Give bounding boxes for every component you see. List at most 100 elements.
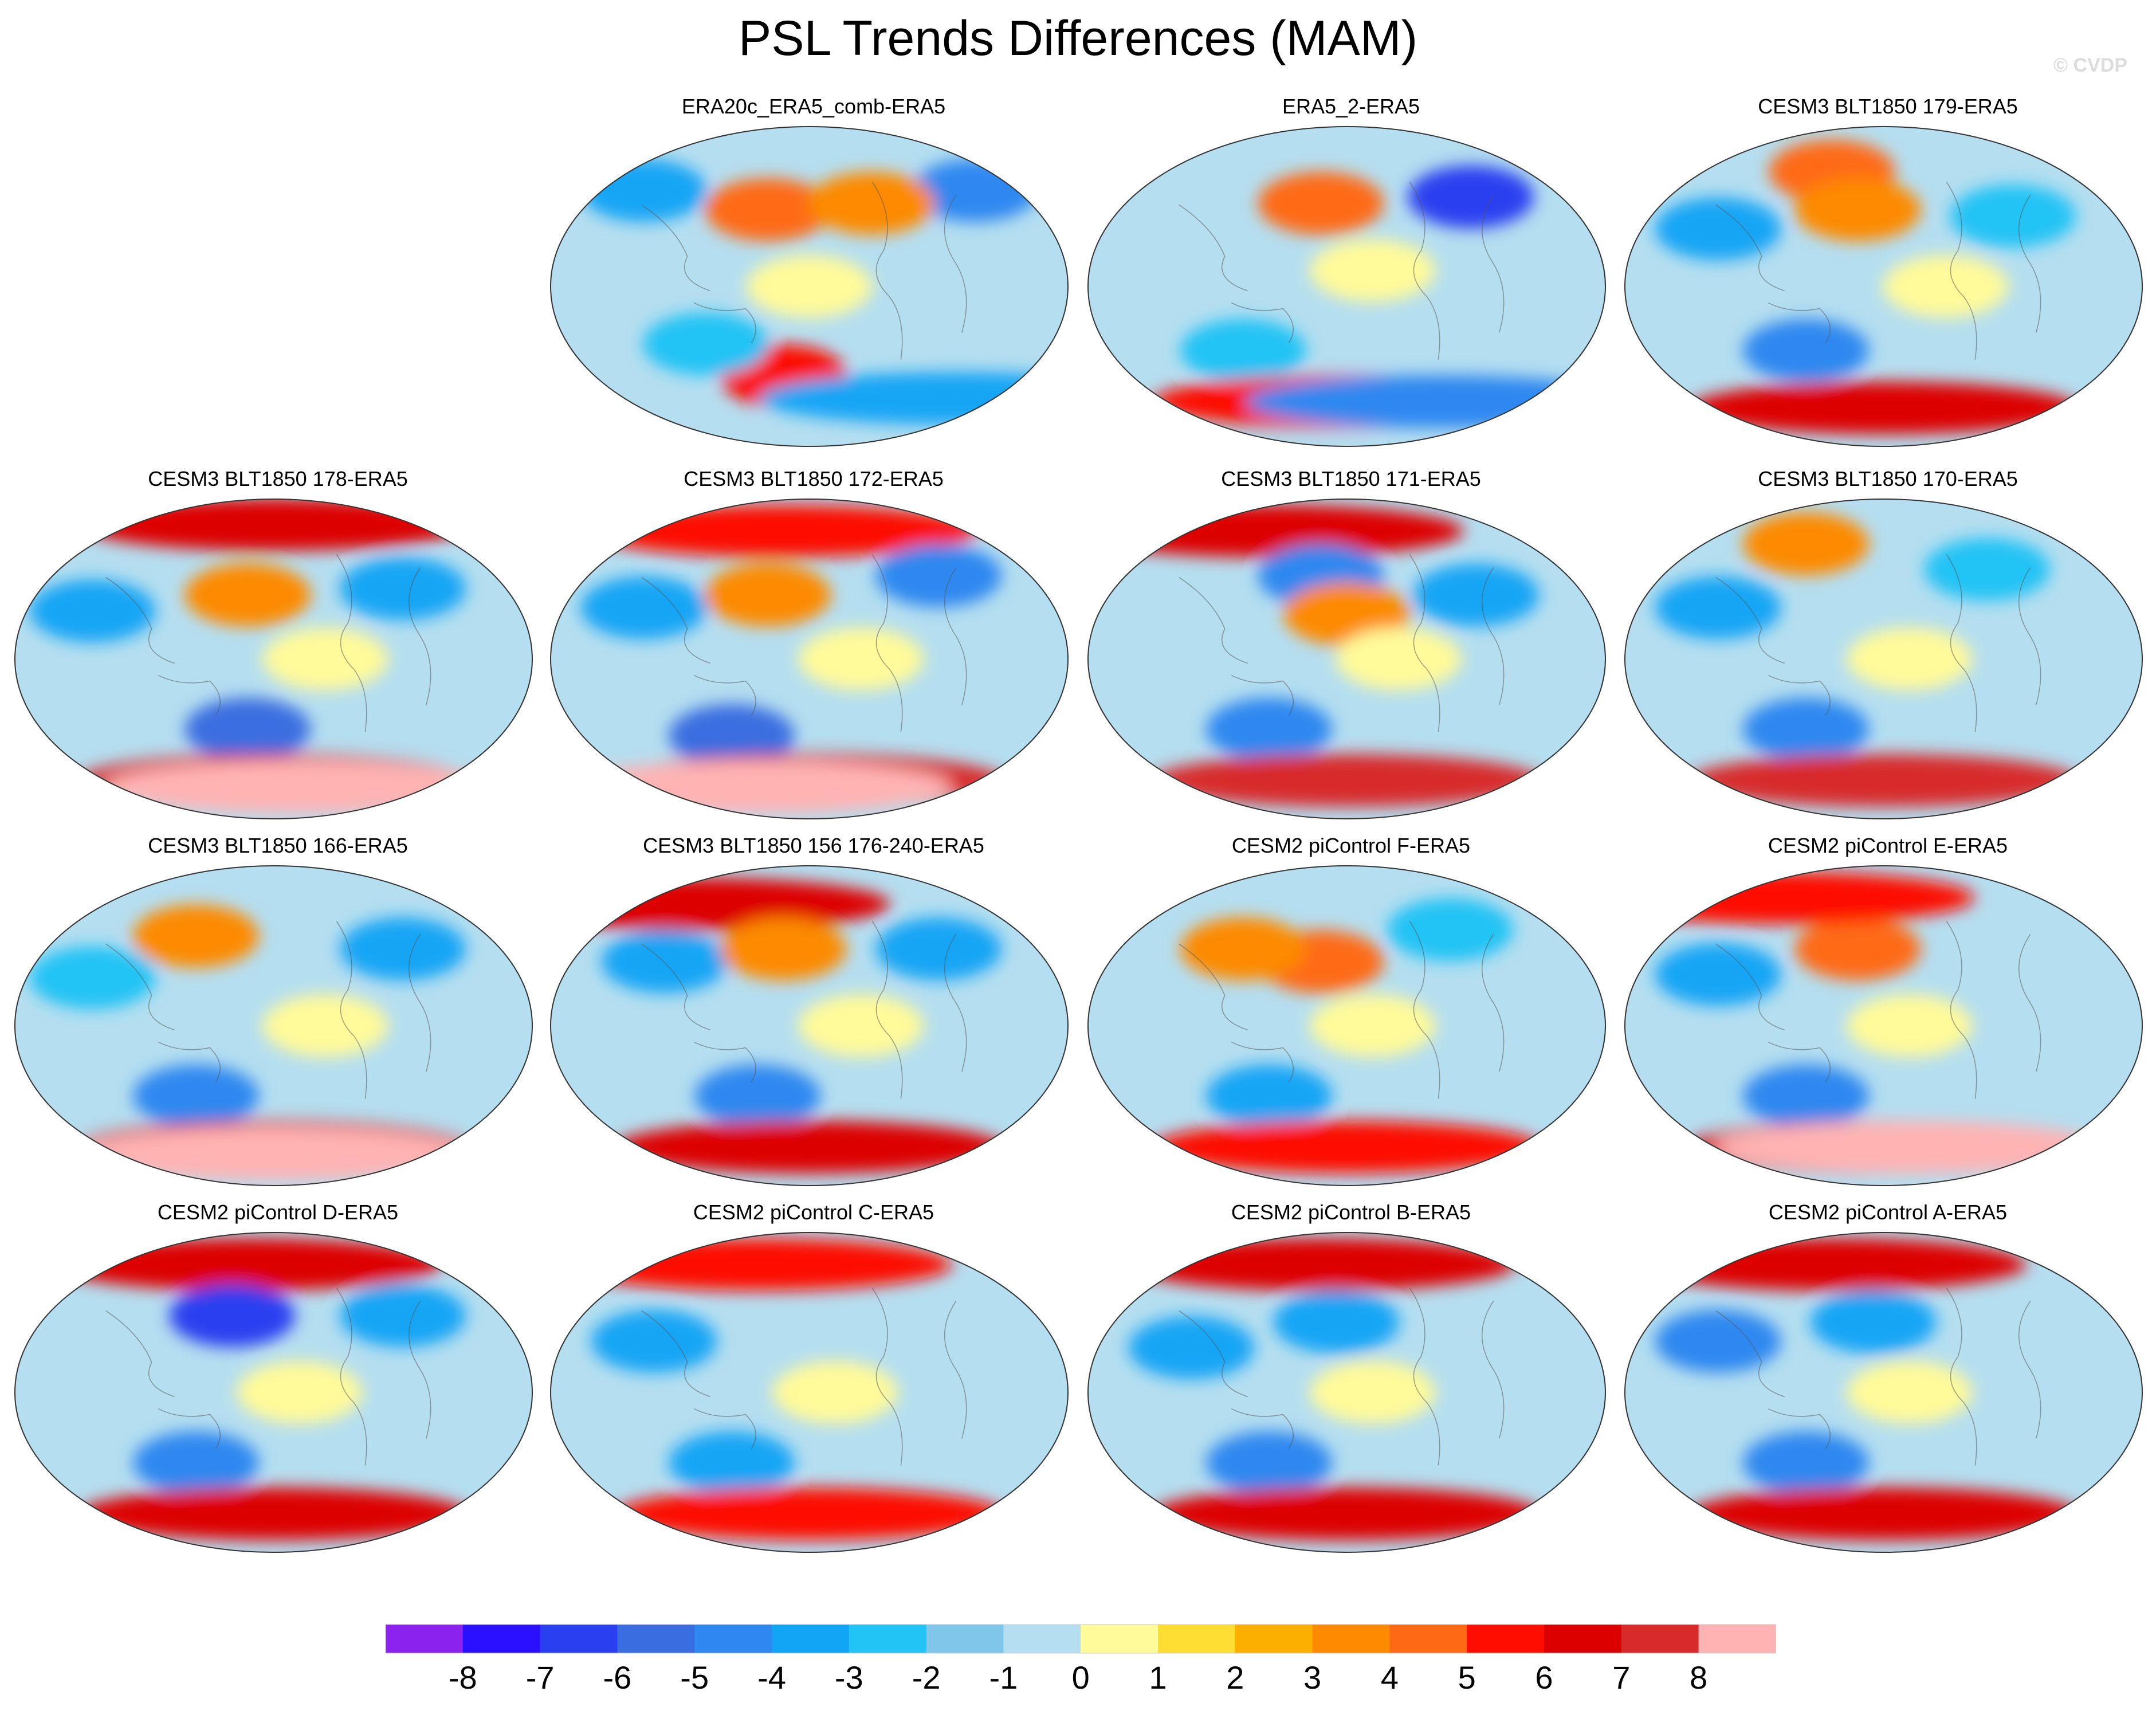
coastline — [158, 674, 221, 716]
coastline — [1179, 576, 1248, 664]
trend-feature — [1743, 1064, 1870, 1128]
colorbar-tick-label: -4 — [757, 1659, 786, 1696]
trend-feature — [1152, 1121, 1542, 1174]
psl-trend-map — [14, 865, 533, 1186]
colorbar-frame — [385, 1624, 1776, 1654]
trend-feature — [875, 917, 1002, 981]
coastline — [944, 933, 967, 1072]
coastline — [641, 1310, 710, 1398]
colorbar-tick-label: -1 — [989, 1659, 1018, 1696]
colorbar-tick-label: -3 — [835, 1659, 863, 1696]
panel-grid: ERA20c_ERA5_comb-ERA5 ERA5_2-ERA5 CESM3 BL… — [11, 95, 2154, 1567]
coastline — [1481, 933, 1505, 1072]
trend-feature — [1413, 563, 1540, 627]
trend-feature — [340, 1284, 466, 1348]
panel-title: CESM2 piControl B-ERA5 — [1231, 1200, 1471, 1224]
coastline — [105, 576, 175, 664]
panel-title: CESM3 BLT1850 178-ERA5 — [148, 467, 408, 490]
coastline — [944, 194, 967, 333]
colorbar-swatch — [694, 1624, 772, 1653]
coastline — [158, 1041, 221, 1082]
trend-feature — [184, 697, 311, 761]
trend-feature — [1655, 197, 1781, 261]
trend-feature — [1794, 178, 1921, 242]
psl-trend-map — [1087, 1232, 1606, 1553]
map-panel: CESM2 piControl C-ERA5 — [547, 1200, 1080, 1567]
coastline — [871, 1288, 903, 1466]
coastline — [1481, 194, 1505, 333]
colorbar-swatch — [1698, 1624, 1776, 1653]
map-panel: CESM2 piControl A-ERA5 — [1621, 1200, 2154, 1567]
trend-feature — [184, 563, 311, 627]
coastline — [408, 933, 431, 1072]
colorbar-swatch — [617, 1624, 695, 1653]
coastline — [1946, 1288, 1977, 1466]
coastline — [944, 567, 967, 705]
trend-feature — [340, 917, 466, 981]
map-border — [550, 865, 1069, 1186]
colorbar-tick-label: 2 — [1226, 1659, 1244, 1696]
trend-feature — [133, 1431, 260, 1494]
trend-feature — [798, 627, 924, 690]
map-panel: CESM3 BLT1850 156 176-240-ERA5 — [547, 834, 1080, 1200]
psl-trend-map — [1624, 499, 2143, 819]
map-border — [550, 1232, 1069, 1553]
colorbar-swatch — [540, 1624, 618, 1653]
trend-feature — [262, 994, 388, 1057]
figure-title: PSL Trends Differences (MAM) — [738, 11, 1418, 66]
coastline — [1231, 1041, 1294, 1082]
colorbar-swatch — [1544, 1624, 1622, 1653]
trend-feature — [1206, 1431, 1333, 1494]
map-border — [14, 499, 533, 819]
trend-feature — [236, 1361, 363, 1424]
trend-feature — [808, 171, 934, 235]
coastline — [1231, 302, 1294, 343]
coastline — [871, 554, 903, 732]
coastline — [1179, 1310, 1248, 1398]
map-border — [1624, 499, 2143, 819]
map-border — [1087, 499, 1606, 819]
coastline — [1715, 1310, 1785, 1398]
coastline — [408, 1300, 431, 1439]
panel-title: CESM2 piControl A-ERA5 — [1768, 1200, 2008, 1224]
coastline — [1715, 204, 1785, 292]
panel-title: ERA20c_ERA5_comb-ERA5 — [681, 95, 946, 118]
trend-feature — [1152, 1488, 1542, 1541]
map-panel: CESM3 BLT1850 178-ERA5 — [11, 467, 544, 834]
trend-feature — [1882, 255, 2009, 318]
trend-feature — [614, 1121, 1004, 1174]
trend-feature — [1810, 1290, 1937, 1354]
colorbar-swatch — [1235, 1624, 1313, 1653]
coastline — [1409, 921, 1440, 1099]
colorbar-tick-label: 6 — [1535, 1659, 1553, 1696]
trend-feature — [1846, 1361, 1973, 1424]
trend-feature — [669, 704, 795, 767]
trend-feature — [133, 1064, 260, 1128]
map-border — [14, 1232, 533, 1553]
colorbar-swatch — [1081, 1624, 1158, 1653]
trend-feature — [642, 312, 769, 376]
panel-title: CESM2 piControl F-ERA5 — [1231, 834, 1471, 857]
trend-feature — [1655, 1309, 1781, 1373]
panel-title: CESM3 BLT1850 179-ERA5 — [1758, 95, 2018, 118]
coastline — [336, 921, 367, 1099]
coastline — [105, 1310, 175, 1398]
panel-title: CESM3 BLT1850 156 176-240-ERA5 — [643, 834, 984, 857]
coastline — [1768, 302, 1831, 343]
map-border — [1087, 865, 1606, 1186]
colorbar-tick-label: -6 — [603, 1659, 632, 1696]
colorbar-swatch — [386, 1624, 464, 1653]
coastline — [693, 1408, 756, 1449]
trend-feature — [1655, 943, 1781, 1006]
trend-feature — [133, 904, 260, 968]
colorbar-swatch — [1312, 1624, 1390, 1653]
trend-feature — [1309, 994, 1436, 1057]
trend-feature — [669, 1431, 795, 1494]
panel-title: CESM3 BLT1850 166-ERA5 — [148, 834, 408, 857]
trend-feature — [29, 946, 156, 1010]
psl-trend-map — [1087, 499, 1606, 819]
coastline — [1481, 567, 1505, 705]
coastline — [1409, 554, 1440, 732]
colorbar-tick-label: 4 — [1381, 1659, 1399, 1696]
coastline — [1409, 182, 1440, 360]
